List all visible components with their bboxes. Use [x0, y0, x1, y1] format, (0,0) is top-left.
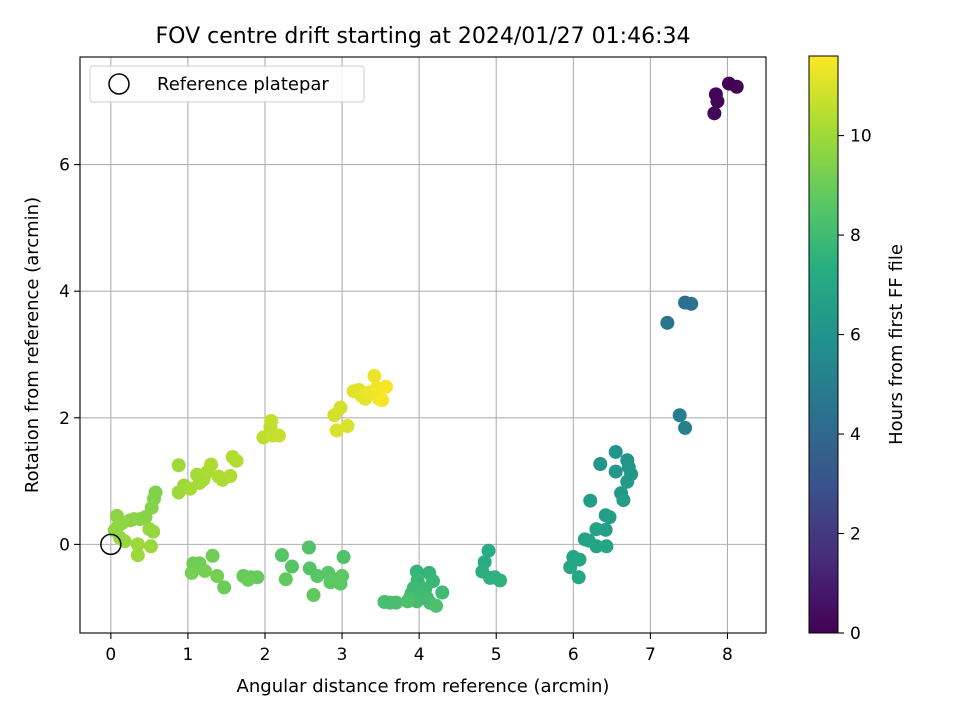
- x-tick-label: 5: [491, 645, 502, 665]
- data-point: [493, 573, 508, 588]
- x-tick-label: 6: [568, 645, 579, 665]
- data-point: [333, 576, 348, 591]
- data-point: [204, 457, 219, 472]
- x-tick-label: 2: [260, 645, 271, 665]
- colorbar-tick-label: 4: [850, 425, 861, 445]
- chart-title: FOV centre drift starting at 2024/01/27 …: [156, 24, 691, 49]
- colorbar-tick-label: 6: [850, 326, 861, 346]
- y-tick-label: 2: [59, 409, 70, 429]
- legend-entry-reference: Reference platepar: [157, 74, 329, 95]
- data-point: [608, 464, 623, 479]
- data-point: [429, 598, 444, 613]
- y-axis-label: Rotation from reference (arcmin): [22, 197, 43, 493]
- data-point: [389, 595, 404, 610]
- x-tick-label: 0: [105, 645, 116, 665]
- data-point: [481, 543, 496, 558]
- data-point: [146, 524, 161, 539]
- data-point: [589, 522, 604, 537]
- x-tick-label: 7: [645, 645, 656, 665]
- data-point: [563, 560, 578, 575]
- reference-platepar-marker: [100, 533, 122, 556]
- data-point: [271, 428, 286, 443]
- data-point: [608, 444, 623, 459]
- data-point: [400, 594, 415, 609]
- data-point: [660, 315, 675, 330]
- data-point: [602, 510, 617, 525]
- legend-marker-reference: [108, 73, 130, 95]
- data-point: [678, 420, 693, 435]
- data-point: [329, 423, 344, 438]
- colorbar-tick-label: 2: [850, 525, 861, 545]
- data-point: [274, 548, 289, 563]
- colorbar-tick-label: 10: [850, 127, 872, 147]
- data-point: [278, 572, 293, 587]
- colorbar-tick-label: 8: [850, 226, 861, 246]
- data-point: [435, 585, 450, 600]
- data-point: [375, 393, 390, 408]
- data-point: [306, 588, 321, 603]
- data-point: [210, 569, 225, 584]
- colorbar: 0 2 4 6 8 10 Hours from first FF file: [808, 55, 907, 644]
- data-point: [710, 94, 725, 109]
- data-point: [184, 565, 199, 580]
- data-point: [729, 79, 744, 94]
- data-point: [223, 469, 238, 484]
- data-point: [301, 540, 316, 555]
- data-point: [599, 539, 614, 554]
- data-point: [229, 453, 244, 468]
- data-point: [616, 493, 631, 508]
- colorbar-ticks: 0 2 4 6 8 10: [838, 127, 872, 644]
- x-tick-label: 1: [182, 645, 193, 665]
- data-point: [583, 493, 598, 508]
- data-point: [707, 106, 722, 121]
- legend-box: [89, 65, 365, 103]
- y-tick-label: 0: [59, 535, 70, 555]
- data-point: [143, 539, 158, 554]
- plot-area-frame: [79, 56, 767, 634]
- data-point: [171, 458, 186, 473]
- data-point: [571, 570, 586, 585]
- data-point: [672, 408, 687, 423]
- x-tick-label: 4: [414, 645, 425, 665]
- data-point: [284, 559, 299, 574]
- points-layer: [100, 76, 744, 613]
- data-point: [367, 369, 382, 384]
- legend: Reference platepar: [89, 65, 365, 103]
- y-tick-label: 4: [59, 282, 70, 302]
- colorbar-gradient: [808, 55, 839, 634]
- data-point: [217, 580, 232, 595]
- y-tick-label: 6: [59, 156, 70, 176]
- data-point: [333, 400, 348, 415]
- data-point: [379, 379, 394, 394]
- data-point: [197, 563, 212, 578]
- data-point: [310, 569, 325, 584]
- data-point: [241, 572, 256, 587]
- data-point: [340, 419, 355, 434]
- data-point: [593, 456, 608, 471]
- colorbar-label: Hours from first FF file: [886, 244, 907, 445]
- data-point: [589, 539, 604, 554]
- x-tick-label: 3: [337, 645, 348, 665]
- data-point: [620, 474, 635, 489]
- data-point: [205, 548, 220, 563]
- ticks-layer: 0 1 2 3 4 5 6 7 8 0 2 4 6: [59, 156, 733, 665]
- data-point: [130, 537, 145, 552]
- data-point: [684, 296, 699, 311]
- colorbar-tick-label: 0: [850, 624, 861, 644]
- x-tick-label: 8: [722, 645, 733, 665]
- data-point: [336, 550, 351, 565]
- x-axis-label: Angular distance from reference (arcmin): [237, 676, 610, 697]
- data-point: [130, 548, 145, 563]
- grid-layer: [80, 57, 766, 633]
- data-point: [572, 552, 587, 567]
- data-point: [264, 413, 279, 428]
